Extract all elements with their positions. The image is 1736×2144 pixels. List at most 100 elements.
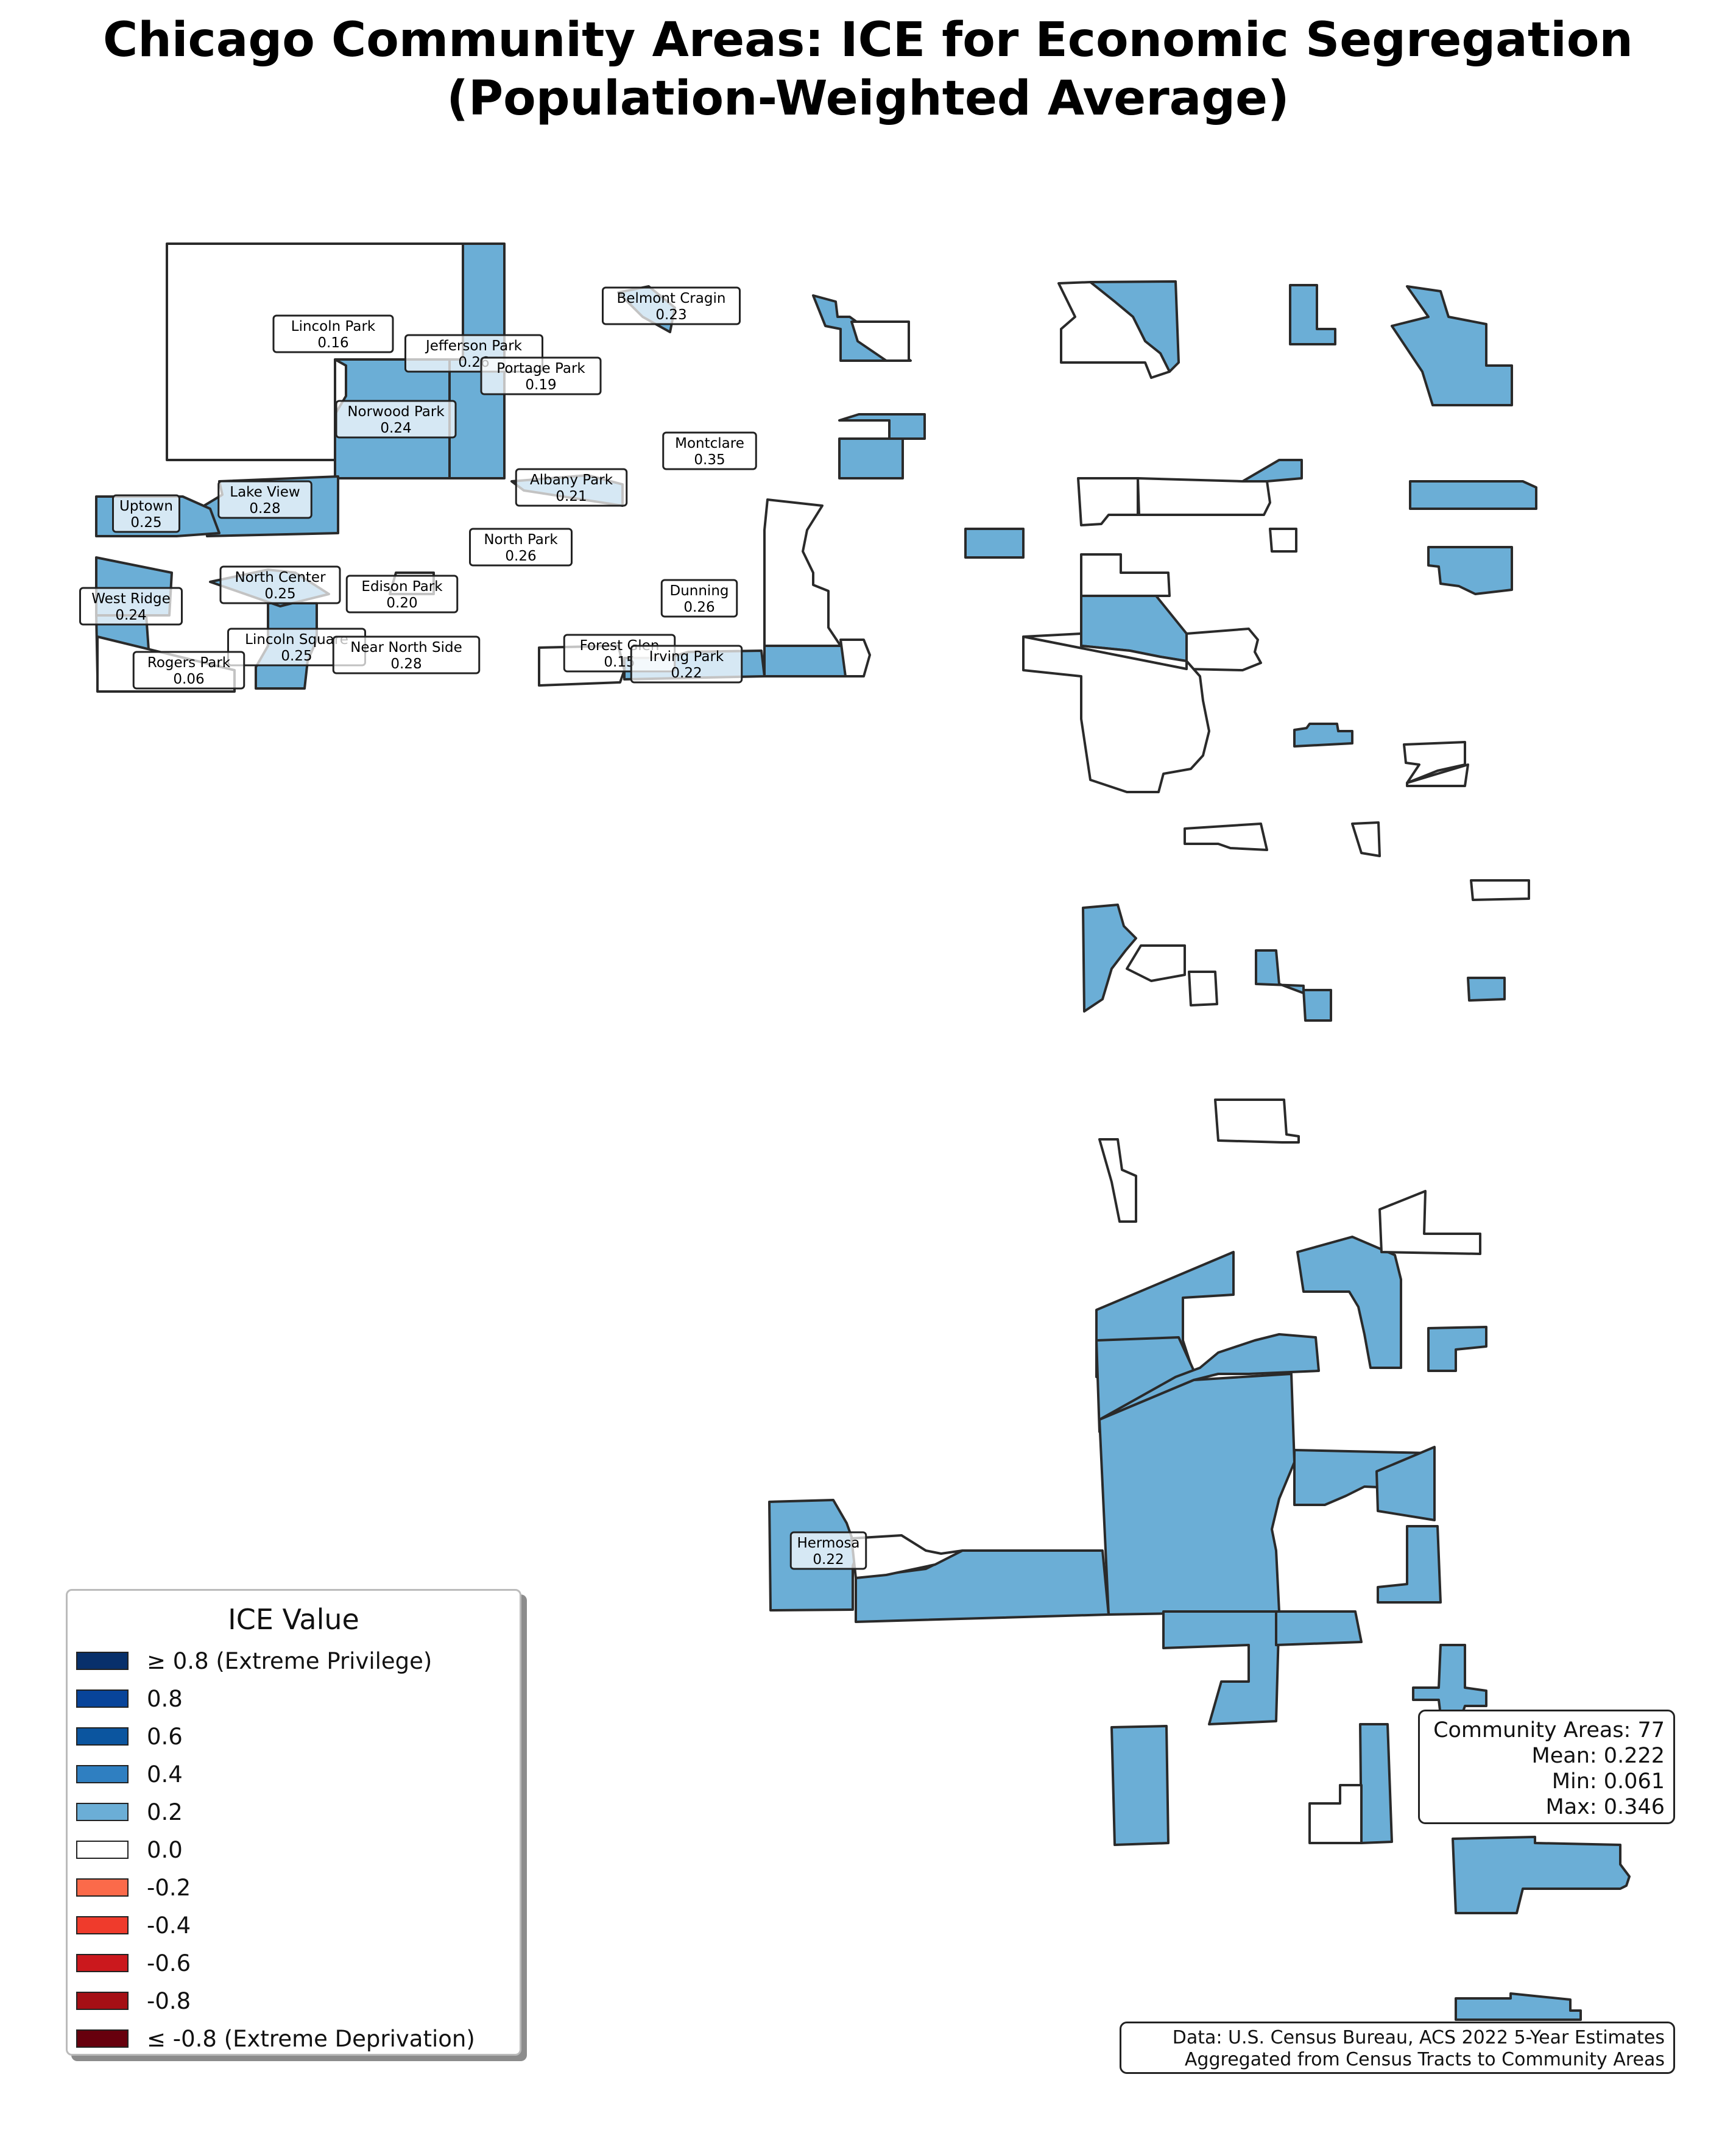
area-polygon: [1308, 1784, 1363, 1844]
area-label-value: 0.19: [525, 377, 556, 393]
legend-label: -0.4: [147, 1912, 191, 1939]
area-label-value: 0.22: [671, 665, 702, 681]
area-polygon: [1377, 1525, 1442, 1604]
legend-label: -0.8: [147, 1987, 191, 2014]
area-label-box: [219, 565, 341, 604]
area-polygon: [1406, 763, 1469, 787]
areas-ice-0-2: [95, 242, 1631, 2021]
area-polygon: [1412, 1644, 1487, 1716]
area-label-name: West Ridge: [91, 591, 171, 607]
area-polygon: [1098, 1333, 1320, 1421]
area-label-name: Dunning: [669, 583, 729, 599]
legend-swatch: [76, 1992, 129, 2010]
area-polygon: [1427, 1326, 1487, 1372]
area-polygon: [1057, 281, 1171, 379]
area-label-name: Lincoln Park: [291, 319, 376, 334]
legend-swatch: [76, 1916, 129, 1934]
source-line1: Data: U.S. Census Bureau, ACS 2022 5-Yea…: [1172, 2027, 1665, 2048]
area-label-box: [112, 494, 180, 533]
area-label-value: 0.26: [505, 548, 536, 564]
legend-item: ≥ 0.8 (Extreme Privilege): [68, 1642, 520, 1680]
area-polygon: [1022, 628, 1262, 671]
area-polygon: [1022, 635, 1210, 793]
area-polygon: [1184, 823, 1268, 851]
area-label-box: [335, 400, 457, 439]
area-polygon: [1427, 546, 1513, 595]
legend-swatch: [76, 1878, 129, 1897]
area-polygon: [1375, 1446, 1436, 1521]
area-label-value: 0.25: [281, 648, 312, 664]
area-label-box: [217, 480, 312, 519]
area-label-box: [79, 587, 183, 626]
area-label-name: Montclare: [675, 436, 744, 451]
area-label-box: [630, 645, 743, 684]
area-polygon: [1137, 477, 1271, 516]
area-label-name: North Park: [484, 532, 558, 548]
area-label-box: [132, 651, 245, 690]
area-polygon: [1255, 949, 1305, 994]
area-label-name: Norwood Park: [347, 404, 445, 420]
area-polygon: [1470, 879, 1530, 901]
stats-count: Community Areas: 77: [1433, 1718, 1665, 1742]
area-label-box: [480, 356, 602, 395]
legend-item: 0.6: [68, 1718, 520, 1755]
stats-mean: Mean: 0.222: [1531, 1744, 1665, 1768]
area-polygon: [1293, 723, 1353, 748]
map-title: Chicago Community Areas: ICE for Economi…: [0, 11, 1736, 128]
area-label-value: 0.25: [130, 515, 161, 531]
area-polygon: [1378, 1190, 1481, 1255]
area-polygon: [855, 1549, 1110, 1623]
legend-label: -0.6: [147, 1950, 191, 1976]
area-label-box: [469, 528, 573, 567]
area-polygon: [1162, 1610, 1280, 1725]
area-label-value: 0.28: [390, 656, 422, 672]
area-polygon: [1188, 971, 1218, 1007]
area-polygon: [1351, 821, 1381, 857]
area-label-value: 0.23: [655, 307, 686, 323]
area-polygon: [1269, 528, 1297, 553]
area-polygon: [1275, 1610, 1363, 1646]
legend-label: 0.6: [147, 1723, 183, 1750]
legend-item: -0.8: [68, 1982, 520, 2020]
area-polygon: [838, 437, 904, 479]
legend-label: ≤ -0.8 (Extreme Deprivation): [147, 2025, 475, 2052]
area-label-value: 0.15: [604, 654, 635, 670]
area-label-box: [332, 635, 481, 674]
area-label-value: 0.26: [683, 600, 715, 615]
area-polygon: [1409, 480, 1537, 510]
legend-swatch: [76, 1803, 129, 1821]
area-label-box: [515, 468, 628, 507]
area-label-name: Hermosa: [797, 1535, 859, 1551]
legend-swatch: [76, 1765, 129, 1783]
area-polygon: [964, 528, 1025, 559]
area-label-box: [602, 286, 741, 325]
legend-item: 0.0: [68, 1831, 520, 1869]
area-polygon: [1391, 285, 1513, 406]
legend-item: ≤ -0.8 (Extreme Deprivation): [68, 2020, 520, 2057]
legend-swatch: [76, 1954, 129, 1972]
area-label-name: Jefferson Park: [425, 338, 523, 354]
area-label-value: 0.16: [317, 335, 348, 351]
source-note: Data: U.S. Census Bureau, ACS 2022 5-Yea…: [1120, 2022, 1675, 2074]
area-polygon: [763, 498, 842, 647]
area-polygon: [1098, 1373, 1296, 1616]
map-title-line1: Chicago Community Areas: ICE for Economi…: [103, 13, 1633, 68]
area-polygon: [1403, 741, 1466, 784]
area-polygon: [1241, 459, 1303, 483]
stats-min: Min: 0.061: [1551, 1769, 1665, 1794]
area-label-box: [789, 1531, 867, 1570]
area-polygon: [1467, 977, 1506, 1002]
area-polygon: [1302, 989, 1332, 1022]
legend-swatch: [76, 1689, 129, 1708]
